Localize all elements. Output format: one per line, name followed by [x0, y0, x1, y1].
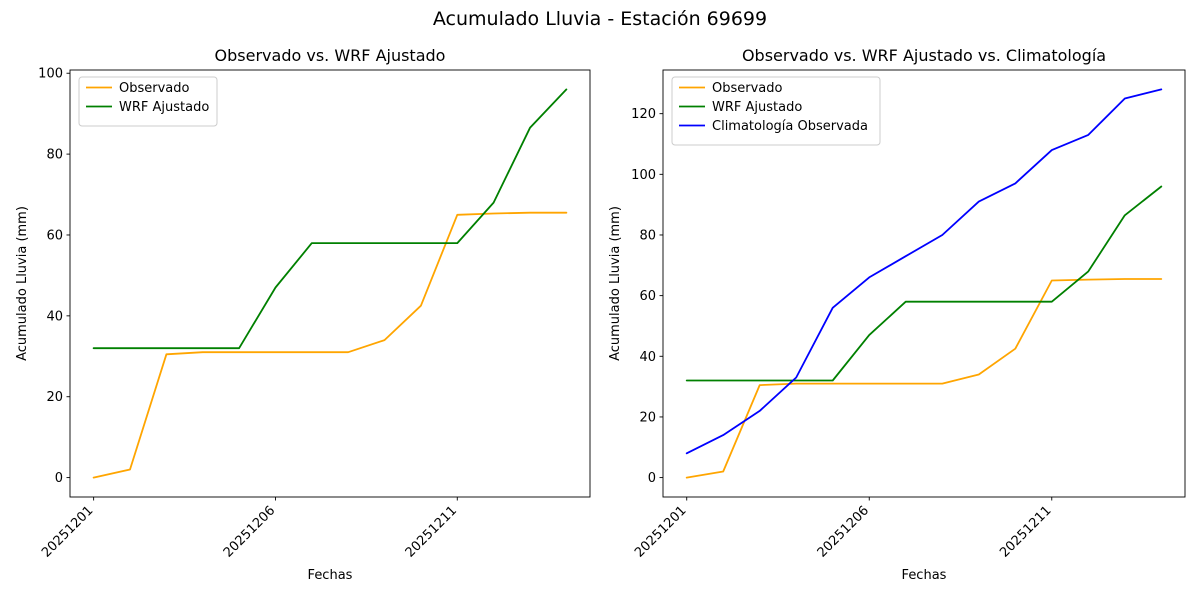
y-tick-label: 0 [648, 471, 656, 486]
y-tick-label: 120 [631, 107, 656, 122]
figure-title: Acumulado Lluvia - Estación 69699 [432, 8, 768, 30]
x-axis-label: Fechas [902, 568, 947, 583]
y-tick-label: 80 [639, 228, 656, 243]
series-line-observado [685, 278, 1163, 479]
chart-title: Observado vs. WRF Ajustado vs. Climatolo… [742, 46, 1106, 65]
legend-label-observado: Observado [119, 81, 190, 96]
chart-title: Observado vs. WRF Ajustado [215, 46, 446, 65]
y-tick-label: 60 [46, 228, 63, 243]
y-axis-label: Acumulado Lluvia (mm) [608, 206, 623, 361]
x-tick-label: 20251201 [632, 503, 689, 560]
x-axis-label: Fechas [308, 568, 353, 583]
plot-area [69, 69, 591, 498]
x-tick-label: 20251206 [815, 503, 872, 560]
series-line-observado [92, 211, 568, 479]
y-tick-label: 40 [46, 309, 63, 324]
legend-box [78, 76, 218, 127]
y-tick-label: 20 [639, 410, 656, 425]
x-tick-label: 20251211 [403, 503, 460, 560]
y-axis-label: Acumulado Lluvia (mm) [15, 206, 30, 361]
legend-label-wrf-ajustado: WRF Ajustado [712, 100, 802, 115]
y-tick-label: 80 [46, 148, 63, 163]
y-tick-label: 60 [639, 289, 656, 304]
series-line-wrf-ajustado [92, 88, 568, 350]
y-tick-label: 100 [631, 168, 656, 183]
y-tick-label: 0 [55, 471, 63, 486]
x-tick-label: 20251206 [221, 503, 278, 560]
legend-label-climatolog-a-observada: Climatología Observada [712, 119, 868, 134]
legend-box [671, 76, 881, 146]
y-tick-label: 40 [639, 350, 656, 365]
chart-observado-vs-wrf: 0 20 40 60 80 100 20251201 20251206 20251211 Obse… [15, 46, 591, 583]
x-tick-label: 20251211 [997, 503, 1054, 560]
legend-label-wrf-ajustado: WRF Ajustado [119, 100, 209, 115]
y-tick-label: 20 [46, 390, 63, 405]
x-tick-label: 20251201 [39, 503, 96, 560]
legend-label-observado: Observado [712, 81, 783, 96]
series-line-wrf-ajustado [685, 185, 1163, 382]
y-tick-label: 100 [38, 67, 63, 82]
chart-observado-vs-wrf-vs-climatologia: 0 20 40 60 80 100 120 20251201 20251206 20251211 O… [608, 46, 1186, 583]
series-line-climatolog-a-observada [685, 88, 1163, 455]
